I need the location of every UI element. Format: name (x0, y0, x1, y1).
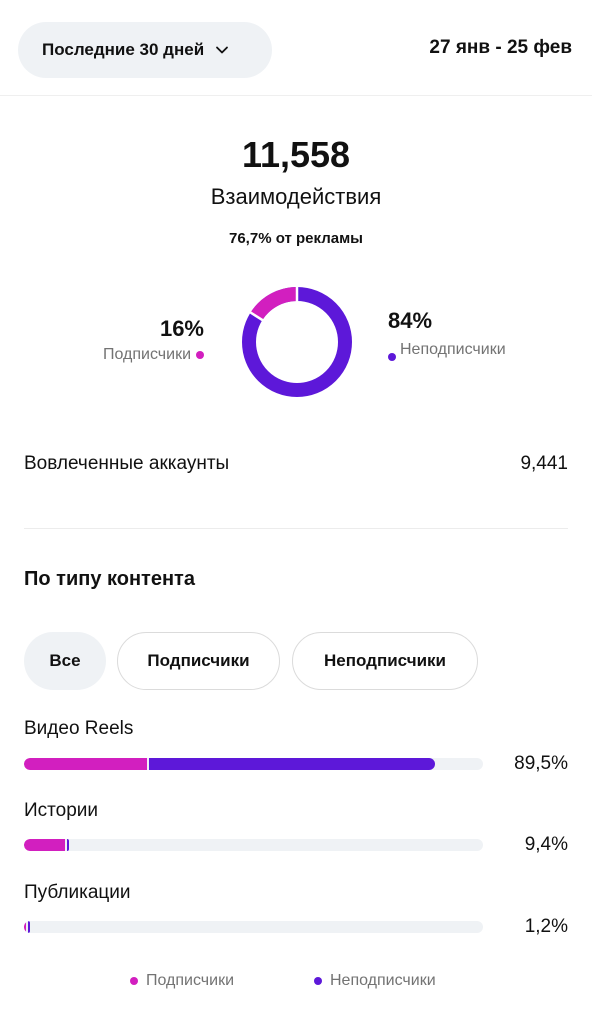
content-type-title: По типу контента (24, 568, 195, 590)
content-type-bar-track (24, 921, 483, 933)
interactions-total: 11,558 (241, 134, 351, 175)
nonfollowers-dot-icon (388, 353, 396, 361)
content-type-bar-nonfollowers (28, 921, 31, 933)
followers-percent: 16% (159, 316, 204, 341)
content-type-label: Истории (24, 800, 99, 821)
followers-label-text: Подписчики (102, 346, 191, 363)
period-selector-button[interactable]: Последние 30 дней (18, 22, 272, 78)
header-bar: Последние 30 дней 27 янв - 25 фев (0, 0, 592, 96)
content-type-percent: 1,2% (524, 916, 568, 937)
content-type-bar-nonfollowers (149, 758, 435, 770)
content-type-label: Публикации (24, 882, 131, 903)
content-type-bar-track (24, 758, 483, 770)
content-type-percent: 9,4% (524, 834, 568, 855)
filter-chip-nonfollowers[interactable]: Неподписчики (292, 632, 478, 690)
legend-nonfollowers-text: Неподписчики (330, 972, 436, 989)
nonfollowers-percent: 84% (388, 308, 433, 333)
donut-followers-arc (250, 287, 298, 321)
date-range: 27 янв - 25 фев (429, 37, 572, 58)
content-type-bar-nonfollowers (66, 839, 69, 851)
nonfollowers-label-text: Неподписчики (400, 341, 506, 358)
content-type-bar-followers (24, 921, 27, 933)
followers-dot-icon (196, 350, 204, 359)
content-type-bar-track (24, 839, 483, 851)
content-type-bar-followers (24, 839, 65, 851)
period-label: Последние 30 дней (42, 40, 205, 59)
followers-dot-icon (130, 977, 138, 985)
filter-chip-followers[interactable]: Подписчики (117, 632, 280, 690)
legend-nonfollowers: Неподписчики (314, 972, 436, 990)
filter-chip-all[interactable]: Все (24, 632, 106, 690)
followers-donut-chart (242, 286, 352, 397)
engaged-accounts-value: 9,441 (520, 453, 568, 474)
engaged-accounts-label: Вовлеченные аккаунты (24, 453, 230, 474)
divider (24, 528, 568, 529)
legend-followers-text: Подписчики (146, 972, 235, 989)
legend-followers: Подписчики (130, 972, 234, 990)
nonfollowers-label: Неподписчики (388, 340, 524, 361)
content-type-label: Видео Reels (24, 718, 134, 739)
interactions-label: Взаимодействия (210, 184, 382, 209)
chevron-down-icon (216, 46, 229, 54)
content-type-percent: 89,5% (514, 753, 568, 774)
content-type-bar-followers (24, 758, 148, 770)
nonfollowers-dot-icon (314, 977, 322, 985)
donut-separator (249, 310, 264, 322)
ads-share-note: 76,7% от рекламы (229, 230, 363, 247)
followers-label: Подписчики (0, 346, 204, 364)
